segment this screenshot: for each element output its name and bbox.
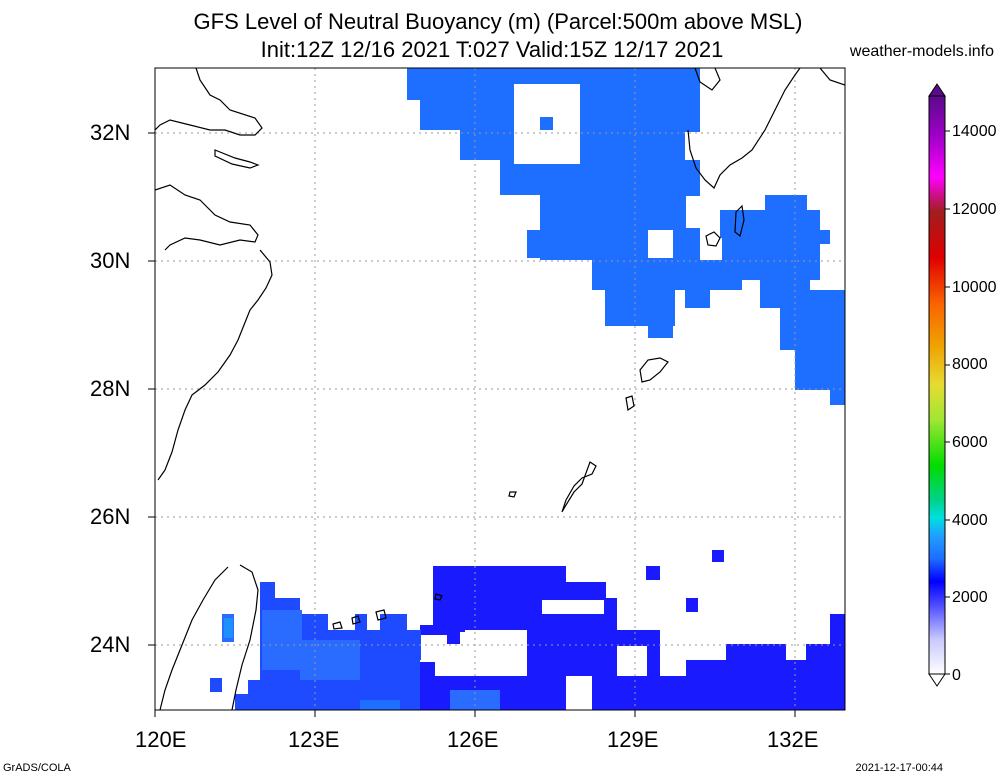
china-coast (155, 68, 273, 481)
footer-timestamp: 2021-12-17-00:44 (855, 762, 943, 774)
coastlines (155, 68, 845, 710)
yakushima (705, 231, 721, 247)
colorbar-label-8000: 8000 (952, 356, 988, 373)
colorbar-label-12000: 12000 (952, 201, 997, 218)
colorbar-label-10000: 10000 (952, 279, 997, 296)
kume (508, 491, 517, 498)
map-title: GFS Level of Neutral Buoyancy (m) (Parce… (193, 9, 803, 34)
yangtze-estuary (214, 149, 260, 169)
okinawa-main (561, 461, 597, 513)
south-light-patches (222, 610, 500, 710)
lon-label-120e: 120E (135, 727, 187, 752)
lon-label-123e: 123E (288, 727, 340, 752)
lon-label-126e: 126E (447, 727, 499, 752)
senkaku (434, 593, 443, 601)
lat-label-28n: 28N (90, 376, 131, 401)
colorbar-label-6000: 6000 (952, 434, 988, 451)
site-credit: weather-models.info (849, 43, 994, 60)
kyushu-east (819, 68, 845, 86)
colorbar-label-14000: 14000 (952, 123, 997, 140)
buoyancy-fill-layer (210, 68, 845, 710)
colorbar-label-2000: 2000 (952, 589, 988, 606)
lat-label-24n: 24N (90, 632, 131, 657)
lon-label-129e: 129E (607, 727, 659, 752)
ishigaki (375, 609, 387, 621)
lat-label-32n: 32N (90, 120, 131, 145)
tokunoshima (625, 395, 635, 412)
axis-ticks (148, 132, 796, 717)
colorbar (928, 83, 950, 687)
yonaguni (332, 621, 343, 630)
lat-label-26n: 26N (90, 504, 131, 529)
lon-label-132e: 132E (767, 727, 819, 752)
lat-label-30n: 30N (90, 248, 131, 273)
north-blue-region (407, 68, 845, 405)
colorbar-label-0: 0 (952, 667, 961, 684)
south-gaps (460, 600, 647, 710)
footer-software: GrADS/COLA (3, 762, 71, 774)
tanegashima (734, 204, 745, 238)
amami (639, 357, 669, 383)
south-deep-region (395, 550, 845, 710)
taiwan-coast (159, 564, 259, 710)
grid-lines (155, 68, 845, 710)
kyushu-coast (687, 68, 801, 189)
yaeyama-small (351, 615, 361, 625)
colorbar-label-4000: 4000 (952, 512, 988, 529)
map-subtitle: Init:12Z 12/16 2021 T:027 Valid:15Z 12/1… (260, 37, 724, 62)
